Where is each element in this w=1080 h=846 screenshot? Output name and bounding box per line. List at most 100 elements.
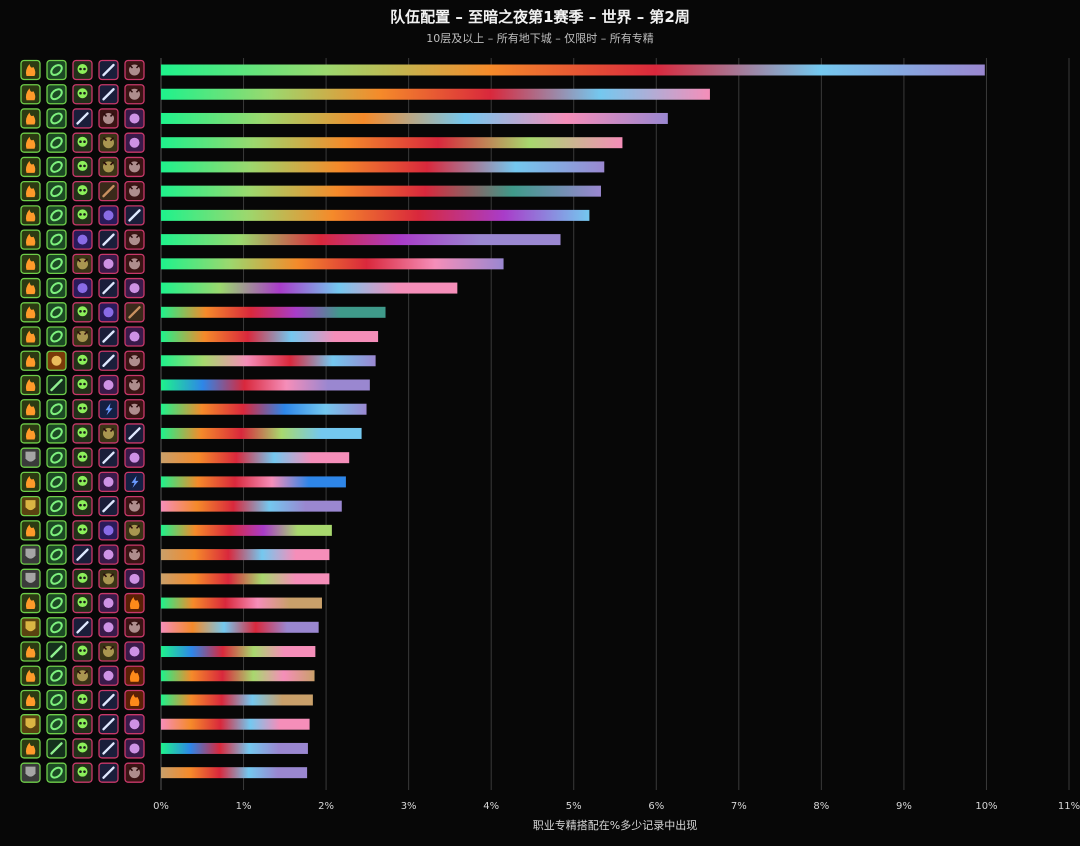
healer-shaman-icon bbox=[46, 762, 67, 783]
dps-warlock-icon bbox=[124, 714, 145, 735]
row-icons bbox=[20, 302, 145, 323]
dps-mage-icon bbox=[98, 495, 119, 517]
dps-hunter-icon bbox=[124, 520, 145, 541]
healer-shaman-icon bbox=[46, 568, 67, 589]
dps-dh-icon bbox=[124, 253, 145, 274]
dps-warrior-icon bbox=[124, 592, 145, 614]
bar bbox=[161, 403, 367, 415]
healer-shaman-icon bbox=[46, 326, 67, 347]
bar bbox=[161, 524, 332, 536]
dps-mage-icon bbox=[98, 350, 119, 371]
healer-shaman-icon bbox=[46, 180, 67, 202]
dps-mage-icon bbox=[98, 59, 119, 81]
row-icons bbox=[20, 132, 145, 153]
tank-warrior-icon bbox=[20, 447, 41, 468]
tank-druid-icon bbox=[20, 423, 41, 444]
row-icons bbox=[20, 156, 145, 178]
icon-column bbox=[20, 59, 145, 783]
dps-warlock-icon bbox=[124, 568, 145, 589]
tank-druid-icon bbox=[20, 84, 41, 105]
healer-shaman-icon bbox=[46, 59, 67, 81]
row-icons bbox=[20, 108, 145, 129]
healer-shaman-icon bbox=[46, 447, 67, 468]
dps-mage-icon bbox=[98, 447, 119, 468]
tank-druid-icon bbox=[20, 350, 41, 371]
healer-shaman-icon bbox=[46, 423, 67, 444]
dps-mage-icon bbox=[72, 544, 93, 565]
healer-shaman-icon bbox=[46, 617, 67, 638]
dps-dh-icon bbox=[124, 229, 145, 250]
dps-dk-icon bbox=[72, 156, 93, 178]
dps-hunter-icon bbox=[98, 132, 119, 153]
bar bbox=[161, 64, 985, 76]
tank-warrior-icon bbox=[20, 762, 41, 783]
dps-mage-icon bbox=[98, 689, 119, 711]
dps-mage-icon bbox=[98, 277, 119, 299]
dps-priest-icon bbox=[98, 302, 119, 323]
healer-shaman-icon bbox=[46, 544, 67, 565]
dps-dk-icon bbox=[72, 132, 93, 153]
dps-dk-icon bbox=[72, 84, 93, 105]
tank-druid-icon bbox=[20, 205, 41, 226]
healer-shaman-icon bbox=[46, 156, 67, 178]
dps-mage-icon bbox=[98, 714, 119, 735]
bar bbox=[161, 621, 319, 633]
bar bbox=[161, 331, 379, 343]
dps-warlock-icon bbox=[98, 544, 119, 565]
x-tick-label: 7% bbox=[731, 801, 747, 812]
row-icons bbox=[20, 277, 145, 299]
healer-shaman-icon bbox=[46, 689, 67, 711]
healer-shaman-icon bbox=[46, 277, 67, 299]
dps-hunter-icon bbox=[98, 568, 119, 589]
x-tick-label: 9% bbox=[896, 801, 912, 812]
dps-dk-icon bbox=[72, 495, 93, 517]
dps-dh-icon bbox=[124, 350, 145, 371]
tank-druid-icon bbox=[20, 326, 41, 347]
bar bbox=[161, 767, 308, 779]
bar bbox=[161, 306, 386, 318]
tank-paladin-icon bbox=[20, 714, 41, 735]
healer-evoker-icon bbox=[46, 738, 67, 759]
dps-priest-icon bbox=[72, 229, 93, 250]
healer-shaman-icon bbox=[46, 665, 67, 686]
x-tick-label: 1% bbox=[236, 801, 252, 812]
bar bbox=[161, 500, 342, 512]
dps-warlock-icon bbox=[98, 592, 119, 614]
dps-warlock-icon bbox=[98, 471, 119, 493]
row-icons bbox=[20, 714, 145, 735]
row-icons bbox=[20, 689, 145, 711]
row-icons bbox=[20, 471, 145, 493]
dps-mage-icon bbox=[98, 762, 119, 783]
healer-shaman-icon bbox=[46, 84, 67, 105]
dps-warlock-icon bbox=[124, 132, 145, 153]
healer-shaman-icon bbox=[46, 108, 67, 129]
healer-shaman-icon bbox=[46, 495, 67, 517]
dps-warrior-icon bbox=[124, 665, 145, 686]
x-tick-label: 8% bbox=[813, 801, 829, 812]
grid-layer bbox=[160, 58, 1070, 790]
dps-priest-icon bbox=[98, 205, 119, 226]
dps-dk-icon bbox=[72, 447, 93, 468]
dps-hunter-icon bbox=[72, 326, 93, 347]
x-axis-label: 职业专精搭配在%多少记录中出现 bbox=[532, 819, 698, 832]
tank-druid-icon bbox=[20, 253, 41, 274]
bar bbox=[161, 742, 308, 754]
bar bbox=[161, 549, 330, 561]
row-icons bbox=[20, 544, 145, 565]
tank-druid-icon bbox=[20, 689, 41, 711]
healer-shaman-icon bbox=[46, 520, 67, 541]
dps-dh-icon bbox=[124, 59, 145, 81]
bar bbox=[161, 234, 561, 246]
tank-druid-icon bbox=[20, 229, 41, 250]
chart-title: 队伍配置 – 至暗之夜第1赛季 – 世界 – 第2周 bbox=[390, 8, 690, 26]
row-icons bbox=[20, 738, 145, 759]
dps-dk-icon bbox=[72, 180, 93, 202]
dps-dh-icon bbox=[124, 544, 145, 565]
healer-shaman-icon bbox=[46, 253, 67, 274]
dps-dk-icon bbox=[72, 592, 93, 614]
dps-dk-icon bbox=[72, 302, 93, 323]
dps-warrior-icon bbox=[124, 689, 145, 711]
dps-dk-icon bbox=[72, 399, 93, 420]
bar bbox=[161, 258, 504, 270]
